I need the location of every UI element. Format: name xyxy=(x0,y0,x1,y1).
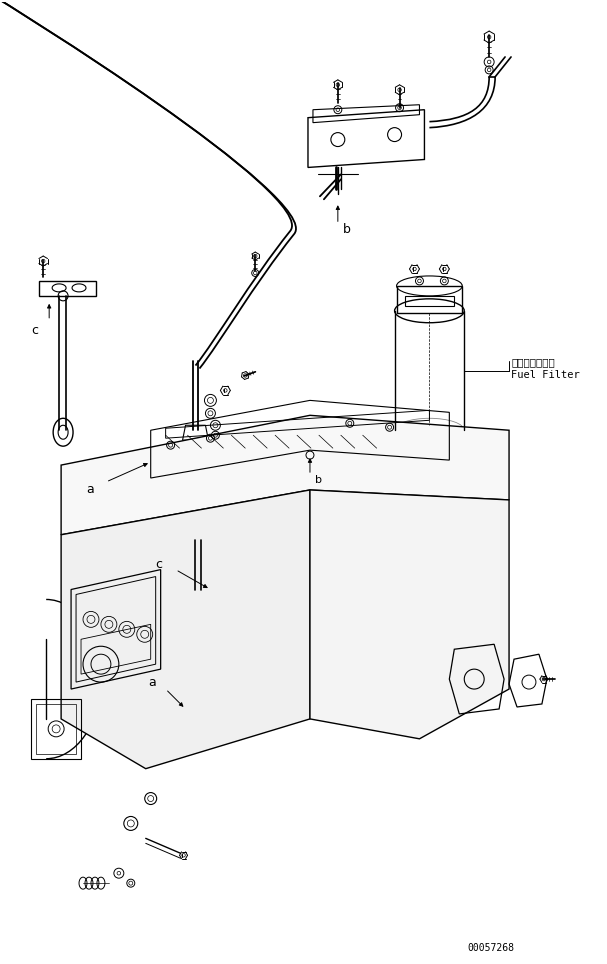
Text: Fuel Filter: Fuel Filter xyxy=(511,370,580,381)
Polygon shape xyxy=(61,490,310,768)
Polygon shape xyxy=(61,415,509,535)
Text: フェルフィルタ: フェルフィルタ xyxy=(511,358,555,367)
Text: a: a xyxy=(149,676,157,688)
Text: a: a xyxy=(86,484,93,496)
Text: c: c xyxy=(155,558,163,571)
Text: b: b xyxy=(315,475,322,485)
Text: c: c xyxy=(31,324,38,337)
Polygon shape xyxy=(310,490,509,738)
Text: 00057268: 00057268 xyxy=(467,943,514,952)
Text: b: b xyxy=(343,223,351,235)
